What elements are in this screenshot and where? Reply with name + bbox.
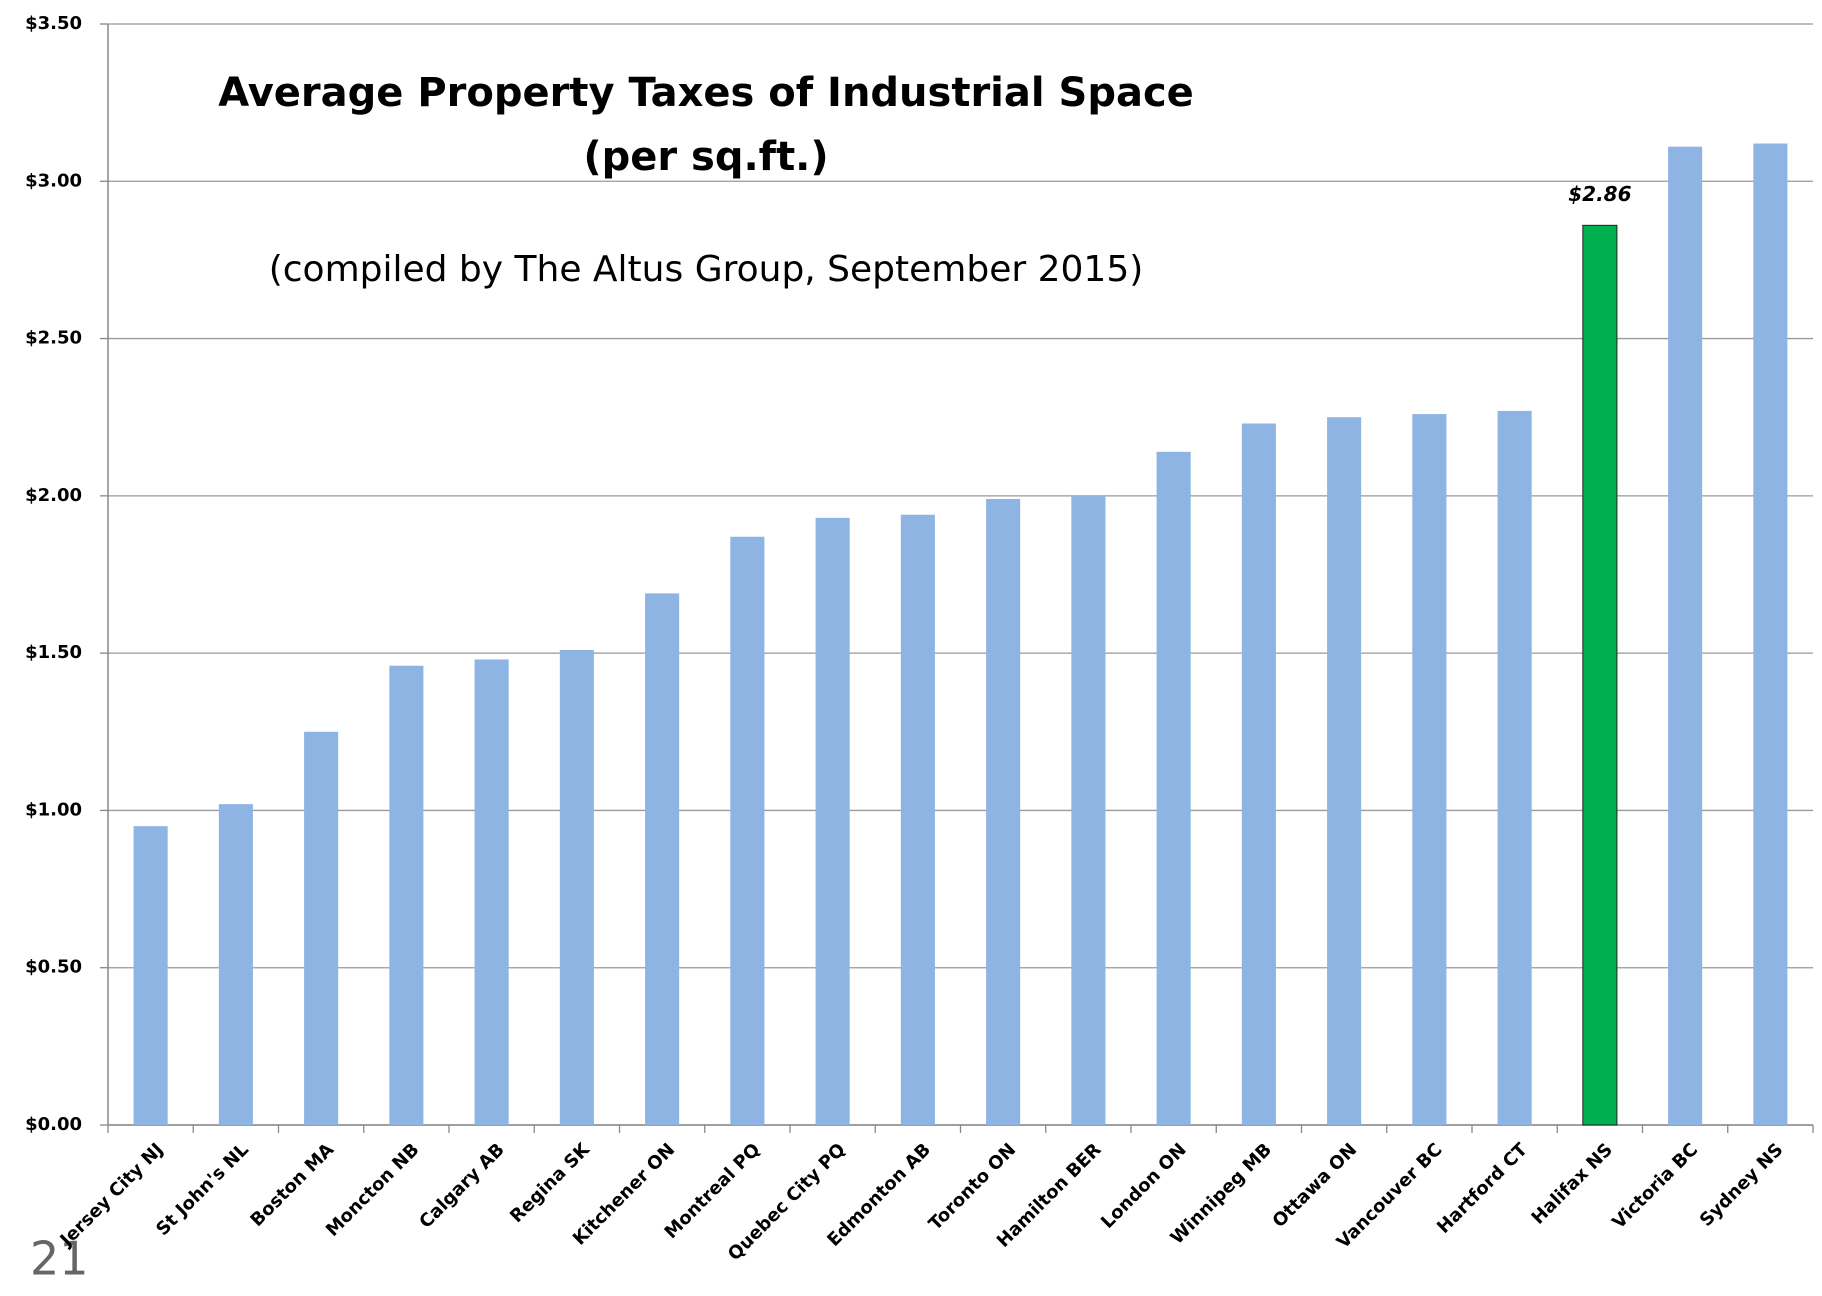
bar [389,665,424,1125]
x-tick-label: Boston MA [246,1139,338,1231]
bar [1241,423,1276,1125]
bar [1582,224,1618,1126]
x-tick-label: Jersey City NJ [55,1139,168,1252]
x-tick-label: Regina SK [506,1138,595,1227]
x-tick-label: Hartford CT [1433,1139,1532,1238]
bar [730,536,765,1125]
page-number: 21 [30,1232,89,1286]
bar [1156,451,1191,1125]
y-tick-label: $1.50 [25,642,82,663]
y-tick-label: $3.50 [25,13,82,34]
bar [1497,410,1532,1125]
bar [559,649,594,1125]
x-tick-label: Sydney NS [1696,1139,1788,1231]
value-label: $2.86 [1568,182,1631,206]
bar [304,731,339,1125]
y-tick-label: $2.50 [25,328,82,349]
x-tick-label: London ON [1097,1139,1191,1233]
y-tick-label: $0.00 [25,1114,82,1135]
x-tick-label: Toronto ON [925,1139,1020,1234]
y-tick-label: $2.00 [25,485,82,506]
x-tick-label: Halifax NS [1528,1139,1617,1228]
bar [986,499,1021,1125]
bar [645,593,680,1125]
annotation: (compiled by The Altus Group, September … [269,249,1144,290]
bar [133,826,168,1125]
bar [1668,146,1703,1125]
bar [900,514,935,1125]
bar [218,804,253,1125]
chart-subtitle: (per sq.ft.) [583,134,828,180]
bar [1327,417,1362,1125]
bar [474,659,509,1125]
bar [1071,495,1106,1125]
y-tick-label: $0.50 [25,957,82,978]
y-tick-label: $1.00 [25,799,82,820]
bar [1753,143,1788,1126]
bar [815,517,850,1125]
bar [1412,414,1447,1125]
chart-title: Average Property Taxes of Industrial Spa… [218,70,1194,116]
x-tick-label: Victoria BC [1608,1139,1702,1233]
x-tick-label: Calgary AB [415,1139,508,1232]
y-tick-label: $3.00 [25,170,82,191]
x-tick-label: Ottawa ON [1269,1139,1362,1232]
